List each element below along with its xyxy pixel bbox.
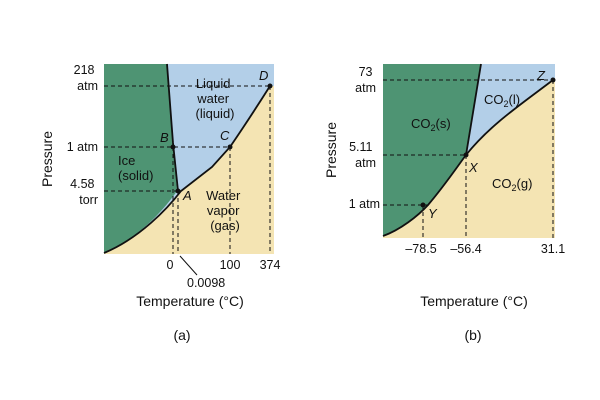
ytick-label-b-2: 1 atm bbox=[349, 197, 380, 211]
melting-curve-a bbox=[166, 63, 179, 192]
region-gas-label-a: Water vapor (gas) bbox=[206, 188, 244, 233]
point-b-label: B bbox=[160, 130, 169, 145]
point-d-marker bbox=[267, 83, 273, 89]
region-solid-a bbox=[104, 64, 177, 253]
ytick-label-a-2: 4.58 torr bbox=[70, 177, 98, 207]
ylabel-a: Pressure bbox=[39, 131, 55, 187]
ytick-label-a-0: 218 atm bbox=[74, 63, 98, 93]
point-c-label: C bbox=[220, 128, 230, 143]
xtick-label-b-1: –56.4 bbox=[450, 242, 481, 256]
xtick-label-b-0: –78.5 bbox=[405, 242, 436, 256]
ylabel-b: Pressure bbox=[323, 122, 339, 178]
xtick-label-a-1: 100 bbox=[220, 258, 241, 272]
caption-b: (b) bbox=[464, 327, 481, 343]
point-z-marker bbox=[550, 77, 556, 83]
leader-line-a bbox=[179, 255, 198, 276]
point-d-label: D bbox=[259, 68, 268, 83]
caption-a: (a) bbox=[173, 327, 190, 343]
region-gas-b bbox=[383, 80, 555, 238]
ytick-label-a-1: 1 atm bbox=[67, 140, 98, 154]
point-y-marker bbox=[420, 202, 426, 208]
point-b-marker bbox=[170, 144, 176, 150]
point-y-label: Y bbox=[428, 206, 438, 221]
point-a-label: A bbox=[182, 188, 192, 203]
sublimation-vaporization-curve-a bbox=[103, 85, 271, 254]
point-c-marker bbox=[227, 144, 233, 150]
melting-curve-b bbox=[465, 63, 482, 156]
sublimation-vaporization-curve-b bbox=[382, 79, 554, 237]
point-a-marker bbox=[175, 188, 181, 194]
point-x-label: X bbox=[468, 160, 479, 175]
point-x-marker bbox=[463, 152, 469, 158]
ytick-label-b-0: 73 atm bbox=[355, 65, 376, 95]
region-solid-b bbox=[383, 64, 481, 236]
xtick-label-a-2: 374 bbox=[260, 258, 281, 272]
diagram-b: X Y Z CO2(s) CO2(l) CO2(g) 73 atm 5.11 a… bbox=[323, 63, 565, 343]
region-gas-a bbox=[104, 86, 274, 254]
xlabel-b: Temperature (°C) bbox=[420, 293, 528, 309]
diagram-a: A B C D Ice (solid) Liquid water (liquid… bbox=[39, 63, 280, 343]
xtick-extra-label-a: 0.0098 bbox=[187, 276, 225, 290]
xtick-label-a-0: 0 bbox=[167, 258, 174, 272]
point-z-label: Z bbox=[536, 68, 546, 83]
xlabel-a: Temperature (°C) bbox=[136, 293, 244, 309]
guides-a bbox=[104, 85, 271, 254]
region-liquid-label-a: Liquid water (liquid) bbox=[195, 76, 234, 121]
region-solid-label-b: CO2(s) bbox=[411, 116, 451, 133]
region-solid-label-a: Ice (solid) bbox=[118, 153, 153, 183]
xtick-label-b-2: 31.1 bbox=[541, 242, 565, 256]
region-gas-label-b: CO2(g) bbox=[492, 176, 532, 193]
ytick-label-b-1: 5.11 atm bbox=[349, 140, 376, 170]
region-liquid-label-b: CO2(l) bbox=[484, 92, 520, 109]
